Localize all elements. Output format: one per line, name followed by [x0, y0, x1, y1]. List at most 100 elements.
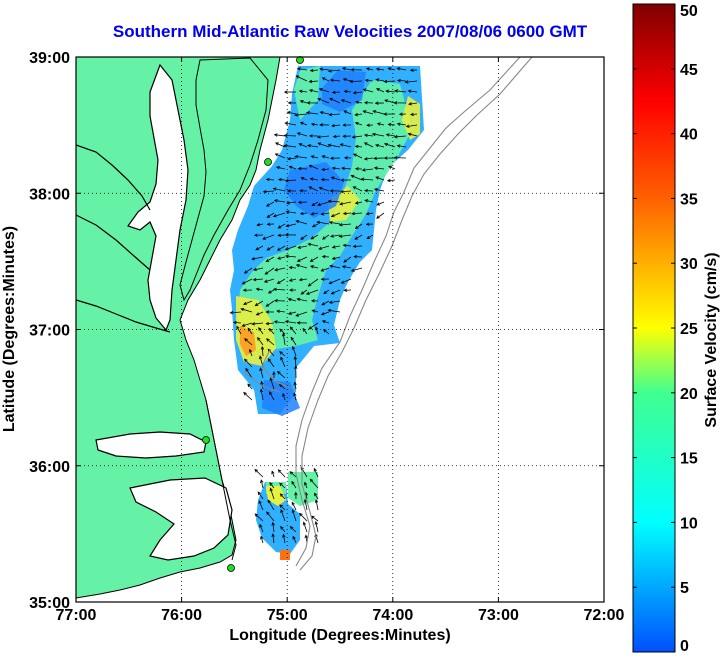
velocity-arrow: [331, 176, 341, 181]
velocity-arrow: [405, 80, 418, 83]
velocity-arrow: [279, 383, 286, 390]
velocity-arrow: [366, 67, 374, 71]
velocity-arrowhead: [293, 392, 297, 397]
velocity-arrow: [364, 134, 374, 137]
velocity-arrow: [311, 515, 319, 522]
velocity-arrowhead: [318, 186, 323, 191]
velocity-arrow: [269, 482, 275, 489]
velocity-arrow: [244, 338, 253, 346]
velocity-patch-blue: [262, 70, 366, 416]
velocity-arrowhead: [311, 309, 316, 313]
velocity-arrowhead: [383, 142, 388, 147]
velocity-arrowhead: [394, 89, 399, 93]
velocity-arrow: [297, 298, 308, 302]
velocity-arrowhead: [350, 268, 355, 272]
velocity-arrowhead: [291, 480, 295, 485]
velocity-arrowhead: [405, 124, 410, 128]
x-tick-label: 73:00: [478, 607, 519, 624]
velocity-arrow: [280, 526, 286, 533]
velocity-arrowhead: [375, 67, 380, 71]
velocity-arrow: [304, 482, 308, 489]
chesapeake-bay: [127, 63, 189, 332]
velocity-arrowhead: [266, 247, 271, 251]
velocity-arrowhead: [316, 220, 321, 225]
velocity-arrow: [343, 244, 352, 247]
velocity-arrowhead: [331, 166, 336, 170]
velocity-arrowhead: [272, 287, 277, 292]
velocity-arrowhead: [295, 264, 300, 268]
velocity-arrowhead: [320, 312, 325, 316]
albemarle-sound: [95, 431, 207, 459]
velocity-arrowhead: [316, 135, 321, 139]
velocity-arrow: [340, 190, 352, 193]
velocity-arrow: [311, 123, 319, 126]
velocity-arrow: [260, 389, 264, 401]
velocity-arrowhead: [328, 281, 333, 285]
velocity-arrow: [268, 289, 275, 294]
velocity-arrow: [265, 267, 275, 275]
velocity-arrowhead: [332, 134, 337, 139]
velocity-arrow: [408, 90, 418, 93]
velocity-arrowhead: [354, 201, 359, 205]
velocity-arrow: [270, 488, 275, 500]
velocity-arrowhead: [306, 101, 311, 105]
velocity-arrowhead: [291, 509, 295, 513]
velocity-arrowhead: [265, 258, 270, 262]
velocity-arrowhead: [363, 133, 368, 138]
velocity-arrowhead: [242, 288, 247, 292]
velocity-arrowhead: [352, 91, 357, 95]
velocity-arrowhead: [282, 533, 286, 538]
velocity-arrowhead: [294, 491, 298, 496]
velocity-arrow: [353, 153, 363, 159]
velocity-arrowhead: [267, 348, 272, 353]
velocity-arrow: [322, 256, 330, 258]
velocity-arrowhead: [273, 133, 278, 137]
velocity-arrowhead: [286, 111, 291, 115]
velocity-arrow: [266, 212, 275, 218]
velocity-arrow: [373, 110, 385, 115]
colorbar-tick-label: 40: [680, 127, 698, 144]
velocity-arrow: [258, 500, 264, 511]
x-axis-label: Longitude (Degrees:Minutes): [229, 627, 450, 644]
velocity-arrowhead: [363, 101, 368, 105]
velocity-arrowhead: [281, 332, 286, 337]
velocity-arrowhead: [266, 511, 270, 516]
colorbar-tick-label: 10: [680, 515, 698, 532]
x-tick-label: 72:00: [584, 607, 625, 624]
velocity-arrowhead: [338, 223, 343, 227]
velocity-arrowhead: [295, 313, 300, 317]
velocity-arrowhead: [275, 166, 280, 170]
velocity-arrow: [308, 322, 319, 330]
velocity-arrowhead: [319, 67, 323, 71]
velocity-arrowhead: [253, 233, 258, 237]
velocity-arrowhead: [313, 467, 317, 472]
velocity-arrow: [341, 99, 352, 104]
velocity-arrow: [280, 509, 286, 522]
velocity-arrowhead: [375, 78, 380, 82]
velocity-arrow: [376, 201, 385, 206]
velocity-arrowhead: [266, 222, 271, 226]
velocity-arrowhead: [361, 168, 366, 172]
velocity-arrow: [374, 167, 385, 170]
velocity-arrow: [351, 175, 363, 181]
velocity-arrow: [252, 322, 264, 325]
velocity-arrow: [299, 278, 308, 281]
velocity-arrow: [388, 67, 396, 71]
velocity-arrowhead: [362, 110, 367, 114]
velocity-arrowhead: [232, 320, 237, 325]
velocity-arrow: [308, 243, 319, 247]
velocity-arrowhead: [296, 321, 301, 325]
velocity-arrow: [315, 327, 319, 335]
velocity-arrowhead: [372, 110, 377, 114]
velocity-arrow: [310, 256, 319, 262]
velocity-arrow: [308, 278, 319, 287]
velocity-arrowhead: [274, 268, 279, 272]
velocity-arrow: [284, 134, 297, 137]
potomac-river: [76, 144, 151, 211]
velocity-arrow: [303, 522, 308, 533]
velocity-arrow: [279, 351, 286, 357]
velocity-arrow: [377, 123, 385, 126]
velocity-arrowhead: [327, 143, 332, 147]
velocity-arrow: [296, 264, 308, 269]
velocity-arrowhead: [321, 167, 326, 172]
